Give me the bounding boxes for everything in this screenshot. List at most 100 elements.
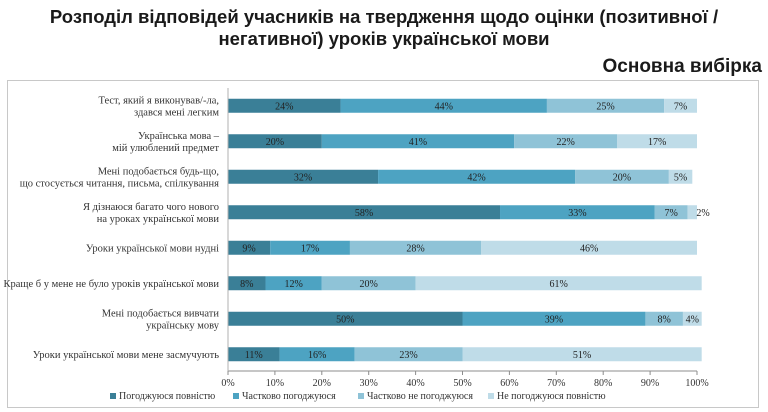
legend-label: Не погоджуюся повністю: [497, 391, 606, 402]
bar-segment: [682, 311, 702, 326]
bar-segment: [340, 98, 547, 113]
x-tick-label: 50%: [453, 378, 471, 389]
data-label: 17%: [301, 243, 319, 254]
data-label: 7%: [674, 101, 687, 112]
data-label: 20%: [613, 172, 631, 183]
x-tick-label: 100%: [685, 378, 708, 389]
data-label: 8%: [657, 314, 670, 325]
data-label: 16%: [308, 350, 326, 361]
chart-title-line-2: негативної) уроків української мови: [218, 28, 550, 49]
bar-segment: [664, 98, 697, 113]
category-label: Тест, який я виконував/-ла,: [98, 95, 219, 106]
data-label: 33%: [568, 208, 586, 219]
bar-segment: [349, 240, 482, 255]
bar-segment: [228, 169, 379, 184]
legend-label: Погоджуюся повністю: [119, 391, 216, 402]
x-tick-label: 70%: [547, 378, 565, 389]
bar-segment: [265, 276, 322, 291]
category-label: що стосується читання, письма, спілкуван…: [20, 178, 219, 189]
data-label: 51%: [573, 350, 591, 361]
category-label: Уроки української мови мене засмучують: [33, 350, 219, 361]
bar-segment: [321, 276, 416, 291]
bar-segment: [228, 276, 266, 291]
category-label: мій улюблений предмет: [112, 143, 219, 154]
x-tick-label: 60%: [500, 378, 518, 389]
legend-swatch: [488, 393, 494, 399]
bar-segment: [228, 311, 463, 326]
bar-segment: [228, 240, 271, 255]
bar-segment: [228, 134, 322, 149]
data-label: 20%: [266, 137, 284, 148]
bar-segment: [228, 98, 341, 113]
legend-swatch: [358, 393, 364, 399]
data-label: 4%: [686, 314, 699, 325]
data-label: 32%: [294, 172, 312, 183]
data-label: 44%: [435, 101, 453, 112]
bar-segment: [546, 98, 665, 113]
bar-segment: [668, 169, 693, 184]
data-label: 8%: [240, 279, 253, 290]
chart-title: Розподіл відповідей учасників на твердже…: [0, 6, 768, 50]
x-tick-label: 0%: [221, 378, 234, 389]
legend-swatch: [110, 393, 116, 399]
data-label: 25%: [596, 101, 614, 112]
data-label: 11%: [245, 350, 263, 361]
bar-segment: [617, 134, 697, 149]
legend-label: Частково погоджуюся: [242, 391, 336, 402]
bar-segment: [228, 205, 501, 220]
bar-segment: [514, 134, 618, 149]
category-label: Уроки української мови нудні: [86, 243, 219, 254]
data-label: 42%: [467, 172, 485, 183]
data-label: 24%: [275, 101, 293, 112]
data-label: 5%: [674, 172, 687, 183]
x-tick-label: 20%: [313, 378, 331, 389]
category-label: Краще б у мене не було уроків українсько…: [3, 279, 219, 290]
data-label: 50%: [336, 314, 354, 325]
bar-segment: [462, 311, 646, 326]
data-label: 20%: [360, 279, 378, 290]
x-tick-label: 30%: [360, 378, 378, 389]
x-tick-label: 40%: [406, 378, 424, 389]
data-label: 7%: [665, 208, 678, 219]
data-label: 28%: [406, 243, 424, 254]
data-label: 39%: [545, 314, 563, 325]
bar-segment: [270, 240, 350, 255]
x-tick-label: 10%: [266, 378, 284, 389]
legend-swatch: [233, 393, 239, 399]
bar-segment: [228, 347, 280, 362]
chart-title-line-1: Розподіл відповідей учасників на твердже…: [49, 6, 719, 27]
data-label: 17%: [648, 137, 666, 148]
bar-segment: [687, 205, 697, 220]
category-label: на уроках української мови: [97, 214, 220, 225]
category-label: українську мову: [146, 320, 220, 331]
category-label: Українська мова –: [138, 131, 220, 142]
bar-segment: [645, 311, 683, 326]
sample-subtitle: Основна вибірка: [602, 56, 763, 77]
category-label: здався мені легким: [134, 107, 219, 118]
data-label: 61%: [549, 279, 567, 290]
bar-segment: [378, 169, 576, 184]
data-label: 46%: [580, 243, 598, 254]
category-label: Мені подобається будь-що,: [98, 166, 219, 177]
chart-frame: [7, 80, 759, 408]
data-label: 41%: [409, 137, 427, 148]
data-label: 23%: [399, 350, 417, 361]
bar-segment: [321, 134, 515, 149]
data-label: 2%: [696, 208, 709, 219]
x-tick-label: 90%: [641, 378, 659, 389]
bar-segment: [462, 347, 702, 362]
legend-label: Частково не погоджуюся: [367, 391, 473, 402]
bar-segment: [575, 169, 669, 184]
data-label: 9%: [242, 243, 255, 254]
x-tick-label: 80%: [594, 378, 612, 389]
data-label: 22%: [557, 137, 575, 148]
bar-segment: [654, 205, 688, 220]
data-label: 12%: [284, 279, 302, 290]
bar-segment: [279, 347, 355, 362]
bar-segment: [481, 240, 697, 255]
bar-segment: [500, 205, 655, 220]
bar-segment: [354, 347, 463, 362]
data-label: 58%: [355, 208, 373, 219]
bar-segment: [415, 276, 702, 291]
